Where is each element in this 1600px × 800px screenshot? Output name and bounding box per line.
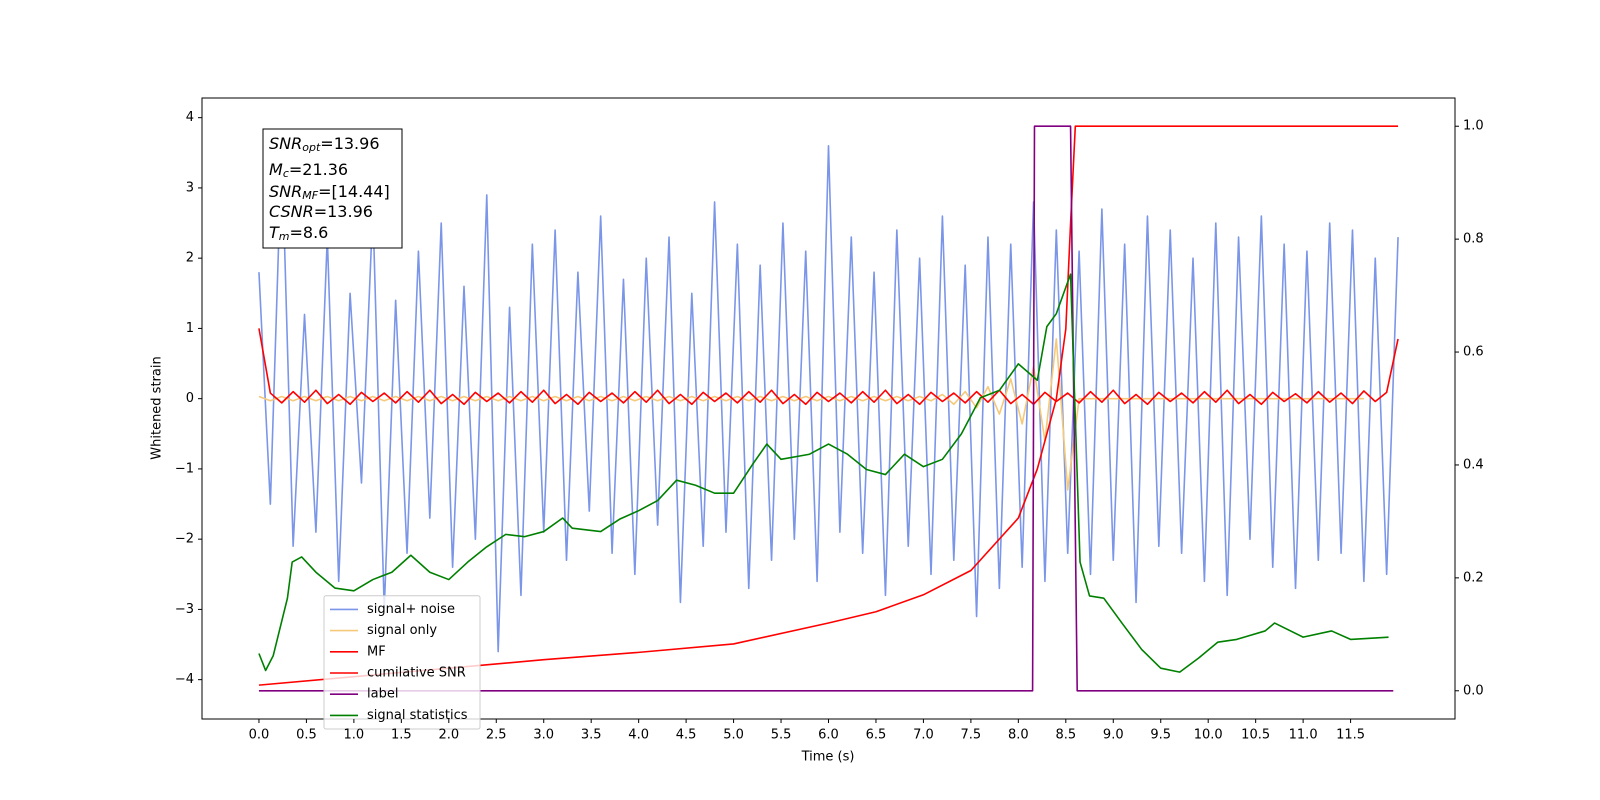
x-tick-label: 7.0: [913, 728, 934, 743]
annotation-subscript: MF: [302, 189, 318, 202]
annotation-value: =21.36: [289, 160, 348, 179]
annotation-box: [262, 128, 403, 249]
y2-tick-label: 0.0: [1463, 683, 1484, 698]
y-axis-label: Whitened strain: [150, 356, 165, 459]
x-tick-label: 9.0: [1103, 728, 1124, 743]
x-tick-label: 10.5: [1241, 728, 1270, 743]
annotation-line: SNRopt=13.96: [269, 134, 380, 155]
x-tick-label: 6.5: [866, 728, 887, 743]
x-tick-label: 7.5: [961, 728, 982, 743]
x-tick-label: 0.5: [296, 728, 317, 743]
series-line: [258, 328, 1399, 406]
y-tick-label: −3: [175, 602, 194, 617]
annotation-subscript: opt: [302, 141, 321, 154]
legend-label: MF: [367, 644, 386, 659]
y-tick-label: 3: [186, 180, 194, 195]
y-tick-label: 4: [186, 110, 194, 125]
x-tick-label: 6.0: [818, 728, 839, 743]
y2-tick-label: 1.0: [1463, 119, 1484, 134]
series-line: [258, 144, 1399, 653]
annotation-symbol: M: [269, 160, 283, 179]
y-tick-label: 0: [186, 391, 194, 406]
annotation-subscript: m: [279, 230, 290, 243]
x-tick-label: 4.0: [628, 728, 649, 743]
x-tick-label: 10.0: [1194, 728, 1223, 743]
y2-tick-label: 0.4: [1463, 457, 1484, 472]
annotation-value: =[14.44]: [318, 182, 390, 201]
x-tick-label: 1.0: [344, 728, 365, 743]
annotation-symbol: T: [269, 223, 280, 242]
y-tick-label: 2: [186, 251, 194, 266]
x-tick-label: 2.5: [486, 728, 507, 743]
x-tick-label: 8.5: [1055, 728, 1076, 743]
series-line: [258, 273, 1389, 673]
x-tick-label: 8.0: [1008, 728, 1029, 743]
legend-label: signal+ noise: [367, 602, 455, 617]
legend-label: label: [367, 687, 398, 702]
annotation-value: =8.6: [290, 223, 329, 242]
y2-tick-label: 0.6: [1463, 345, 1484, 360]
annotation-line: Tm=8.6: [269, 223, 328, 244]
annotation-symbol: CSNR: [269, 202, 314, 221]
x-tick-label: 9.5: [1150, 728, 1171, 743]
x-tick-label: 11.5: [1336, 728, 1365, 743]
x-tick-label: 3.0: [533, 728, 554, 743]
x-tick-label: 5.0: [723, 728, 744, 743]
annotation-line: CSNR=13.96: [269, 202, 373, 221]
y-tick-label: −2: [175, 532, 194, 547]
legend-label: signal only: [367, 623, 437, 638]
annotation-subscript: c: [283, 167, 289, 180]
y-tick-label: 1: [186, 321, 194, 336]
legend-box: [323, 595, 481, 730]
legend-label: cumilative SNR: [367, 666, 466, 681]
plot-area: [258, 125, 1399, 692]
x-tick-label: 4.5: [676, 728, 697, 743]
annotation-symbol: SNR: [269, 182, 302, 201]
x-tick-label: 2.0: [438, 728, 459, 743]
annotation: SNRopt=13.96Mc=21.36SNRMF=[14.44]CSNR=13…: [269, 134, 390, 244]
y2-tick-label: 0.2: [1463, 570, 1484, 585]
annotation-line: SNRMF=[14.44]: [269, 182, 390, 203]
x-tick-label: 0.0: [249, 728, 270, 743]
series-line: [258, 125, 1394, 692]
legend-label: signal statistics: [367, 708, 468, 723]
x-axis-label: Time (s): [801, 750, 855, 765]
x-tick-label: 5.5: [771, 728, 792, 743]
annotation-value: =13.96: [320, 134, 379, 153]
legend: signal+ noise signal only MF cumilative SNR…: [323, 595, 481, 730]
y-tick-label: −1: [175, 461, 194, 476]
annotation-line: Mc=21.36: [269, 160, 348, 181]
x-tick-label: 1.5: [391, 728, 412, 743]
x-tick-label: 3.5: [581, 728, 602, 743]
x-tick-label: 11.0: [1289, 728, 1318, 743]
annotation-symbol: SNR: [269, 134, 302, 153]
y2-tick-label: 0.8: [1463, 232, 1484, 247]
annotation-value: =13.96: [314, 202, 373, 221]
y-tick-label: −4: [175, 672, 194, 687]
